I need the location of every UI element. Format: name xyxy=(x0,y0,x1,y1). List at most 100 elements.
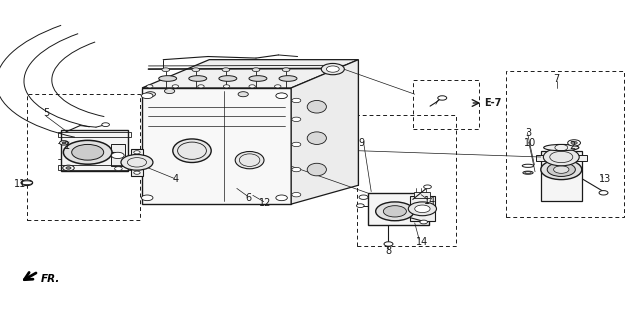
Circle shape xyxy=(147,85,153,88)
Circle shape xyxy=(547,163,575,176)
Ellipse shape xyxy=(523,171,533,174)
Circle shape xyxy=(60,141,68,145)
Bar xyxy=(27,94,140,220)
Circle shape xyxy=(141,93,153,99)
Text: 14: 14 xyxy=(424,196,436,206)
Text: 2: 2 xyxy=(570,141,576,151)
Ellipse shape xyxy=(249,76,267,81)
Ellipse shape xyxy=(159,76,177,81)
Bar xyxy=(506,71,624,217)
Ellipse shape xyxy=(189,76,207,81)
Bar xyxy=(357,115,456,246)
Circle shape xyxy=(356,204,364,208)
Circle shape xyxy=(292,192,301,197)
Circle shape xyxy=(134,151,140,154)
Text: FR.: FR. xyxy=(40,274,60,284)
Circle shape xyxy=(141,195,153,201)
Circle shape xyxy=(66,167,71,169)
Circle shape xyxy=(276,195,287,201)
Bar xyxy=(414,192,430,198)
Bar xyxy=(58,132,131,137)
Bar xyxy=(131,149,143,176)
Text: 14: 14 xyxy=(416,237,429,247)
Text: 8: 8 xyxy=(385,246,392,256)
Circle shape xyxy=(292,142,301,147)
Circle shape xyxy=(568,140,580,146)
Text: 10: 10 xyxy=(524,138,536,148)
Text: 13: 13 xyxy=(598,174,611,184)
Circle shape xyxy=(275,85,281,88)
Bar xyxy=(541,151,582,201)
Bar xyxy=(536,155,587,161)
Text: 5: 5 xyxy=(43,108,49,118)
Circle shape xyxy=(359,195,368,199)
Circle shape xyxy=(276,93,287,99)
Bar xyxy=(58,165,131,170)
Ellipse shape xyxy=(236,152,264,169)
Circle shape xyxy=(111,152,124,159)
Circle shape xyxy=(192,68,200,72)
Bar xyxy=(61,130,128,171)
Circle shape xyxy=(115,167,122,171)
Ellipse shape xyxy=(543,144,579,151)
Circle shape xyxy=(554,166,569,173)
Circle shape xyxy=(249,85,255,88)
Circle shape xyxy=(599,191,608,195)
Circle shape xyxy=(238,92,248,97)
Circle shape xyxy=(383,206,406,217)
Circle shape xyxy=(420,220,428,224)
Circle shape xyxy=(276,93,287,98)
Ellipse shape xyxy=(219,76,237,81)
Circle shape xyxy=(384,242,393,246)
Circle shape xyxy=(571,141,577,144)
Circle shape xyxy=(63,140,112,164)
Text: E-7: E-7 xyxy=(484,98,502,108)
Circle shape xyxy=(376,202,414,221)
Circle shape xyxy=(321,63,344,75)
Bar xyxy=(142,88,291,204)
Circle shape xyxy=(292,167,301,172)
Bar xyxy=(368,193,429,225)
Circle shape xyxy=(252,68,260,72)
Ellipse shape xyxy=(307,100,326,113)
Circle shape xyxy=(162,68,170,72)
Circle shape xyxy=(172,85,179,88)
Circle shape xyxy=(72,144,104,160)
Circle shape xyxy=(145,92,156,97)
Ellipse shape xyxy=(279,76,297,81)
Ellipse shape xyxy=(522,164,534,167)
Circle shape xyxy=(164,89,175,94)
Circle shape xyxy=(21,180,33,186)
Circle shape xyxy=(121,154,153,170)
Circle shape xyxy=(63,165,74,171)
Text: 1: 1 xyxy=(64,141,70,151)
Bar xyxy=(111,144,125,166)
Circle shape xyxy=(223,85,230,88)
Circle shape xyxy=(541,160,582,180)
Polygon shape xyxy=(142,60,358,88)
Text: 6: 6 xyxy=(245,193,252,203)
Ellipse shape xyxy=(307,132,326,144)
Text: 12: 12 xyxy=(259,198,272,208)
Circle shape xyxy=(543,148,579,166)
Circle shape xyxy=(198,85,204,88)
Circle shape xyxy=(438,96,447,100)
Text: 11: 11 xyxy=(14,179,27,189)
Ellipse shape xyxy=(307,163,326,176)
Circle shape xyxy=(102,123,109,127)
Text: 7: 7 xyxy=(554,73,560,84)
Polygon shape xyxy=(291,60,358,204)
Circle shape xyxy=(408,202,436,216)
Text: 4: 4 xyxy=(173,174,179,184)
Circle shape xyxy=(292,98,301,103)
Circle shape xyxy=(222,68,230,72)
Circle shape xyxy=(415,205,430,213)
Text: 9: 9 xyxy=(358,138,365,148)
Text: 3: 3 xyxy=(525,128,532,138)
Bar xyxy=(410,196,435,221)
Circle shape xyxy=(424,185,431,189)
Circle shape xyxy=(62,142,66,144)
Circle shape xyxy=(134,171,140,174)
Circle shape xyxy=(282,68,290,72)
Circle shape xyxy=(326,66,339,72)
